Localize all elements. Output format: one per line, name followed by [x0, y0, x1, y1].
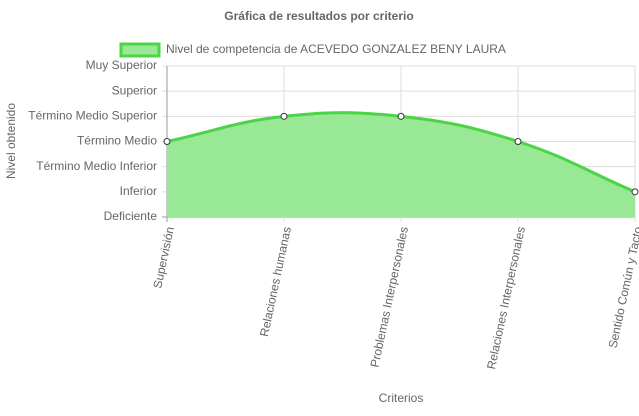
x-tick-label: Sentido Común y Tacto	[606, 225, 639, 349]
y-tick-label: Término Medio	[77, 134, 157, 148]
area	[167, 112, 635, 217]
y-tick-label: Deficiente	[104, 209, 158, 223]
y-tick-label: Término Medio Inferior	[36, 159, 157, 173]
legend-label: Nivel de competencia de ACEVEDO GONZALEZ…	[166, 42, 506, 56]
point	[631, 188, 639, 196]
y-axis-label: Nivel obtenido	[4, 103, 18, 179]
y-tick-label: Inferior	[120, 184, 157, 198]
legend-swatch	[119, 42, 161, 58]
x-axis-label: Criterios	[379, 391, 424, 405]
x-tick-label: Supervisión	[150, 225, 177, 289]
y-tick-label: Muy Superior	[86, 58, 157, 72]
x-tick-label: Relaciones humanas	[257, 225, 294, 338]
point	[163, 138, 171, 145]
y-tick-label: Término Medio Superior	[28, 109, 157, 123]
y-tick-label: Superior	[112, 83, 157, 97]
x-tick-label: Problemas Interpersonales	[368, 225, 412, 368]
point	[397, 112, 405, 120]
point	[280, 112, 288, 120]
point	[514, 138, 522, 145]
chart-title: Gráfica de resultados por criterio	[224, 9, 413, 23]
x-tick-label: Relaciones Interpersonales	[484, 225, 528, 370]
